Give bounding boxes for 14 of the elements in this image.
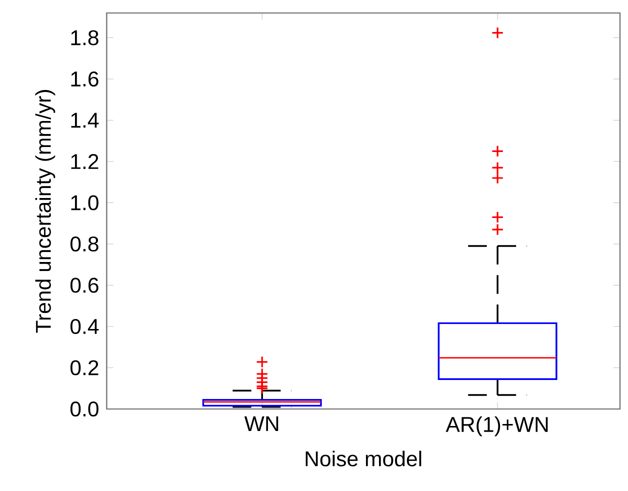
y-tick-label: 1.4: [71, 112, 99, 128]
y-tick-label: 0.8: [70, 236, 98, 252]
x-tick-label: AR(1)+WN: [446, 416, 548, 436]
x-axis-title: Noise model: [306, 450, 422, 466]
y-tick-label: 1.0: [71, 195, 98, 210]
y-tick-label: 0.2: [70, 360, 98, 376]
y-tick-label: 1.6: [71, 71, 98, 87]
x-tick-label: WN: [244, 416, 278, 432]
y-tick-label: 1.2: [71, 154, 98, 169]
y-tick-label: 0.6: [70, 278, 98, 293]
y-axis-title: Trend uncertainty (mm/yr): [35, 90, 56, 333]
y-tick-label: 1.8: [71, 30, 98, 46]
y-tick-label: 0.0: [70, 401, 98, 417]
y-tick-label: 0.4: [70, 318, 99, 334]
